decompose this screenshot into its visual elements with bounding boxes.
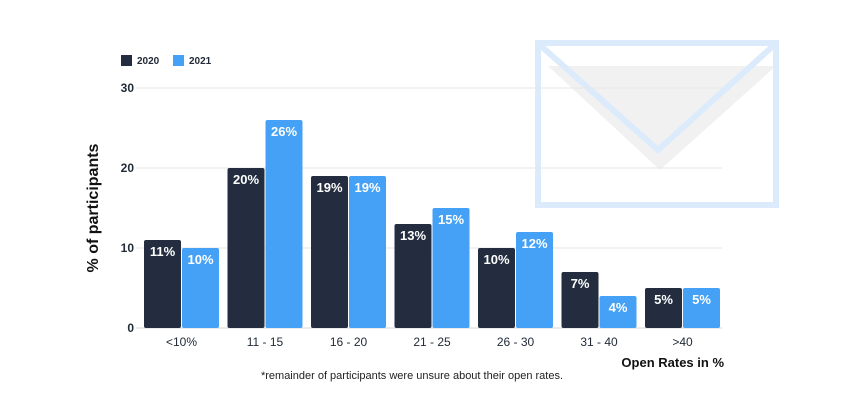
bar-label: 19%: [316, 180, 342, 195]
x-axis-ticks: <10% 11 - 15 16 - 20 21 - 25 26 - 30 31 - 40 >…: [166, 335, 693, 349]
bar-2020-1: [227, 168, 265, 328]
bar-label: 26%: [271, 124, 297, 139]
bar-2020-4: [478, 248, 515, 328]
bar-2021-1: [265, 120, 303, 328]
x-tick-label: <10%: [166, 335, 197, 349]
envelope-icon: [535, 40, 779, 208]
y-tick-label: 0: [127, 321, 134, 335]
legend-swatch-2020: [121, 55, 132, 66]
footnote: *remainder of participants were unsure a…: [261, 370, 563, 382]
bar-2021-5: [599, 296, 637, 328]
bar-label: 12%: [521, 236, 547, 251]
y-axis-title: % of participants: [85, 143, 102, 272]
x-tick-label: 31 - 40: [580, 335, 618, 349]
bar-2020-0: [144, 240, 181, 328]
y-tick-label: 20: [121, 161, 135, 175]
legend: 2020 2021: [121, 55, 212, 67]
bar-2021-3: [432, 208, 470, 328]
bar-2020-3: [394, 224, 432, 328]
x-axis-title: Open Rates in %: [621, 355, 724, 370]
bar-label: 11%: [150, 244, 176, 259]
bar-2021-4: [516, 232, 553, 328]
bar-2021-2: [349, 176, 386, 328]
x-tick-label: 21 - 25: [413, 335, 451, 349]
bar-2020-2: [311, 176, 348, 328]
legend-label-2021: 2021: [189, 56, 212, 67]
bar-label: 4%: [609, 300, 628, 315]
bar-2020-5: [561, 272, 599, 328]
bar-label: 15%: [438, 212, 464, 227]
legend-label-2020: 2020: [137, 56, 160, 67]
bar-label: 5%: [692, 292, 711, 307]
bar-label: 10%: [187, 252, 213, 267]
y-axis-ticks: 0 10 20 30: [121, 81, 135, 335]
bar-label: 19%: [354, 180, 380, 195]
x-tick-label: 16 - 20: [330, 335, 368, 349]
bar-2021-6: [683, 288, 720, 328]
bars: 11% 10% 20% 26% 19% 19% 13% 15% 10% 12% 7% 4% 5% 5%: [144, 120, 720, 328]
bar-label: 13%: [400, 228, 426, 243]
bar-2021-0: [182, 248, 219, 328]
bar-label: 5%: [654, 292, 673, 307]
bar-label: 20%: [233, 172, 259, 187]
bar-label: 7%: [571, 276, 590, 291]
bar-label: 10%: [483, 252, 509, 267]
y-tick-label: 10: [121, 241, 135, 255]
y-tick-label: 30: [121, 81, 135, 95]
bar-2020-6: [645, 288, 682, 328]
x-tick-label: >40: [672, 335, 693, 349]
x-tick-label: 26 - 30: [497, 335, 535, 349]
legend-swatch-2021: [173, 55, 184, 66]
x-tick-label: 11 - 15: [247, 335, 284, 349]
